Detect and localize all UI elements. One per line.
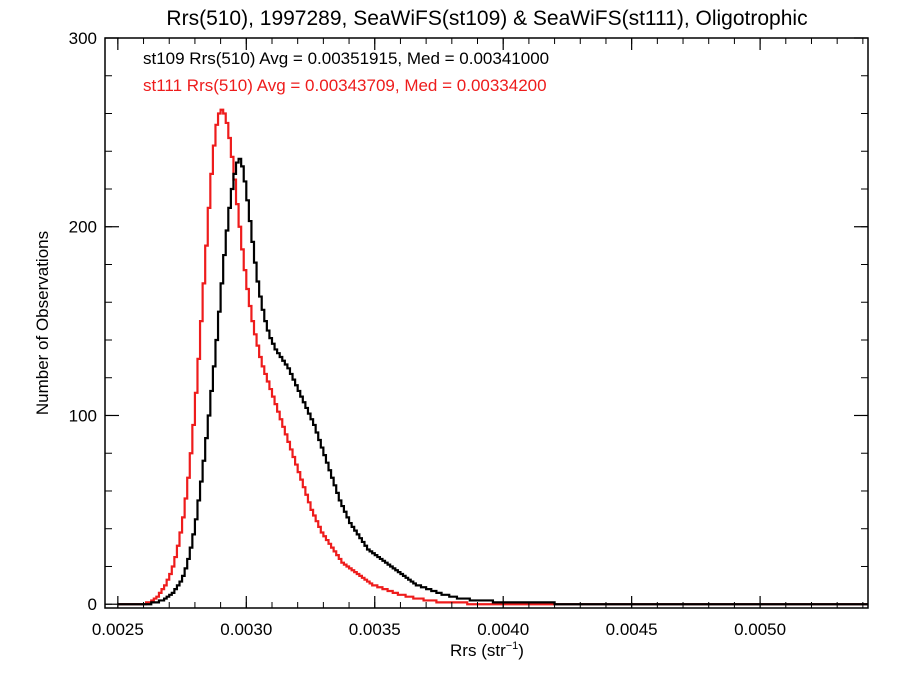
y-tick-label-3: 300 <box>69 29 97 48</box>
y-axis-label: Number of Observations <box>33 231 52 415</box>
x-axis-label-superscript: −1 <box>506 640 519 652</box>
series-layer <box>117 108 868 606</box>
plot-frame <box>104 37 869 609</box>
tick-labels-layer: 0.0025 0.0030 0.0035 0.0040 0.0045 0.0050 0 100… <box>69 29 786 639</box>
legend: st109 Rrs(510) Avg = 0.00351915, Med = 0… <box>143 49 549 95</box>
ticks-layer <box>105 37 868 608</box>
y-tick-label-1: 100 <box>69 406 97 425</box>
y-tick-label-0: 0 <box>88 595 97 614</box>
chart-title: Rrs(510), 1997289, SeaWiFS(st109) & SeaW… <box>166 7 807 30</box>
x-axis-label-close: ) <box>518 641 524 660</box>
x-tick-label-4: 0.0045 <box>606 620 658 639</box>
x-axis-label: Rrs (str−1) <box>450 640 524 660</box>
x-tick-label-1: 0.0030 <box>220 620 272 639</box>
series-st111-line <box>117 108 868 606</box>
x-tick-label-0: 0.0025 <box>92 620 144 639</box>
series-st109-line <box>117 157 868 606</box>
x-tick-label-3: 0.0040 <box>477 620 529 639</box>
x-axis-label-main: Rrs (str <box>450 641 506 660</box>
y-tick-label-2: 200 <box>69 218 97 237</box>
x-tick-label-2: 0.0035 <box>349 620 401 639</box>
legend-entry-st109: st109 Rrs(510) Avg = 0.00351915, Med = 0… <box>143 49 549 68</box>
x-tick-label-5: 0.0050 <box>734 620 786 639</box>
legend-entry-st111: st111 Rrs(510) Avg = 0.00343709, Med = 0… <box>143 76 547 95</box>
